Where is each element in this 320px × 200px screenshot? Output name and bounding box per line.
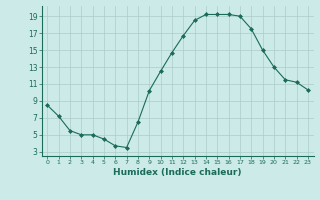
X-axis label: Humidex (Indice chaleur): Humidex (Indice chaleur) — [113, 168, 242, 177]
